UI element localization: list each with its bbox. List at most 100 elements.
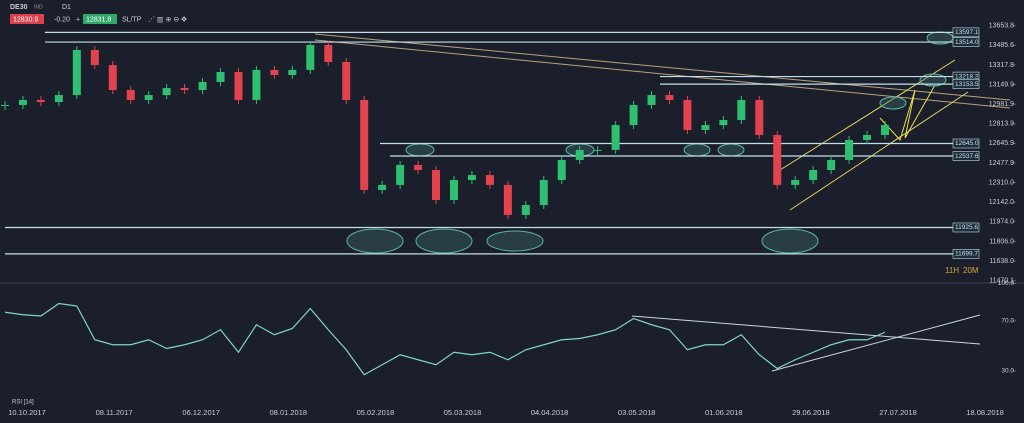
x-tick-label: 04.04.2018 xyxy=(531,408,569,417)
zone xyxy=(683,143,711,157)
level-label: 13218.2 xyxy=(955,73,979,80)
candle xyxy=(126,90,135,100)
y-tick-label: 12813.9 xyxy=(989,121,1014,128)
countdown-minutes: 20M xyxy=(963,266,979,275)
candle xyxy=(827,159,836,170)
candle xyxy=(378,184,387,190)
bid: 12830.9 xyxy=(13,16,38,23)
candle xyxy=(252,69,261,100)
level-label-box xyxy=(952,222,980,233)
candle xyxy=(198,81,207,91)
level-label-box xyxy=(952,249,980,259)
y-tick-label: 12477.9 xyxy=(989,160,1014,167)
candle xyxy=(863,134,872,140)
candle xyxy=(503,184,512,215)
level-label: 13514.0 xyxy=(955,39,979,46)
zone xyxy=(761,228,819,254)
zone xyxy=(415,228,473,254)
candle xyxy=(234,72,243,100)
bid-box[interactable] xyxy=(10,14,44,24)
candle xyxy=(557,159,566,181)
y-tick-label: 12142.0 xyxy=(989,199,1014,206)
candle xyxy=(414,164,423,170)
tool-icons[interactable]: ⋰ ▥ ⊕ ⊖ ✥ xyxy=(148,15,187,23)
candle xyxy=(845,139,854,160)
countdown-hours: 11H xyxy=(945,266,959,275)
level-label-box xyxy=(952,27,980,38)
candle xyxy=(180,88,189,91)
candle xyxy=(108,65,117,91)
trendline xyxy=(314,33,1011,101)
candle xyxy=(396,164,405,185)
x-tick-label: 05.03.2018 xyxy=(444,408,482,417)
change: -0.20 xyxy=(54,16,70,23)
toolbar: DE30 IND D1 12830.9 -0.20 + 12831.8 SL/T… xyxy=(10,4,187,24)
zone xyxy=(486,230,544,252)
candle xyxy=(809,169,818,181)
x-tick-label: 05.02.2018 xyxy=(357,408,395,417)
y-tick-label: 70.0 xyxy=(1001,318,1014,325)
y-tick-label: 30.0 xyxy=(1001,368,1014,375)
channel-line xyxy=(779,59,956,171)
candle xyxy=(467,175,476,181)
timeframe[interactable]: D1 xyxy=(62,4,71,11)
candle xyxy=(539,180,548,206)
y-tick-label: 13653.8 xyxy=(989,23,1014,30)
candle xyxy=(593,149,602,151)
candle xyxy=(665,95,674,100)
level-label: 11699.7 xyxy=(955,251,978,258)
x-tick-label: 29.06.2018 xyxy=(792,408,830,417)
y-tick-label: 12310.0 xyxy=(989,179,1014,186)
symbol: DE30 xyxy=(10,4,28,11)
y-tick-label: 100.0 xyxy=(998,280,1015,287)
level-label: 12537.6 xyxy=(955,153,979,160)
candle xyxy=(701,125,710,130)
zone xyxy=(346,228,404,254)
y-tick-label: 12645.9 xyxy=(989,140,1014,147)
legend-entry: RSI [14] xyxy=(12,400,34,406)
annotations xyxy=(0,31,1024,372)
y-tick-label: 11638.0 xyxy=(989,258,1014,265)
ask: 12831.8 xyxy=(86,16,111,23)
y-tick-label: 11974.0 xyxy=(989,219,1014,226)
zone xyxy=(879,96,907,110)
y-tick-label: 13149.9 xyxy=(989,81,1014,88)
candle xyxy=(72,49,81,96)
candle xyxy=(719,120,728,126)
level-label: 11925.6 xyxy=(955,224,978,231)
rsi-line xyxy=(4,302,886,376)
candle xyxy=(449,180,458,200)
candle xyxy=(144,95,153,100)
y-tick-label: 11470.1 xyxy=(989,277,1014,284)
candle xyxy=(647,95,656,105)
zone xyxy=(717,143,745,157)
x-tick-label: 03.05.2018 xyxy=(618,408,656,417)
x-tick-label: 10.10.2017 xyxy=(8,408,46,417)
x-tick-label: 06.12.2017 xyxy=(182,408,220,417)
candle xyxy=(1,104,9,106)
candle xyxy=(611,125,620,150)
y-tick-label: 11806.0 xyxy=(989,238,1014,245)
level-label: 13597.1 xyxy=(955,29,979,36)
level-label-box xyxy=(952,138,980,149)
candle xyxy=(342,62,351,100)
candle xyxy=(162,88,171,96)
plus: + xyxy=(76,16,80,23)
candle xyxy=(575,149,584,160)
rsi-trendline xyxy=(631,315,981,345)
mode: IND xyxy=(34,4,43,10)
candle xyxy=(432,169,441,200)
candle xyxy=(270,69,279,75)
candle xyxy=(54,95,63,103)
ask-box[interactable] xyxy=(83,14,117,24)
x-tick-label: 27.07.2018 xyxy=(879,408,917,417)
candle xyxy=(773,134,782,185)
y-tick-label: 13485.6 xyxy=(989,42,1014,49)
x-tick-label: 08.01.2018 xyxy=(270,408,308,417)
candle xyxy=(18,99,27,105)
sltp[interactable]: SL/TP xyxy=(122,16,142,23)
zone xyxy=(405,143,435,157)
